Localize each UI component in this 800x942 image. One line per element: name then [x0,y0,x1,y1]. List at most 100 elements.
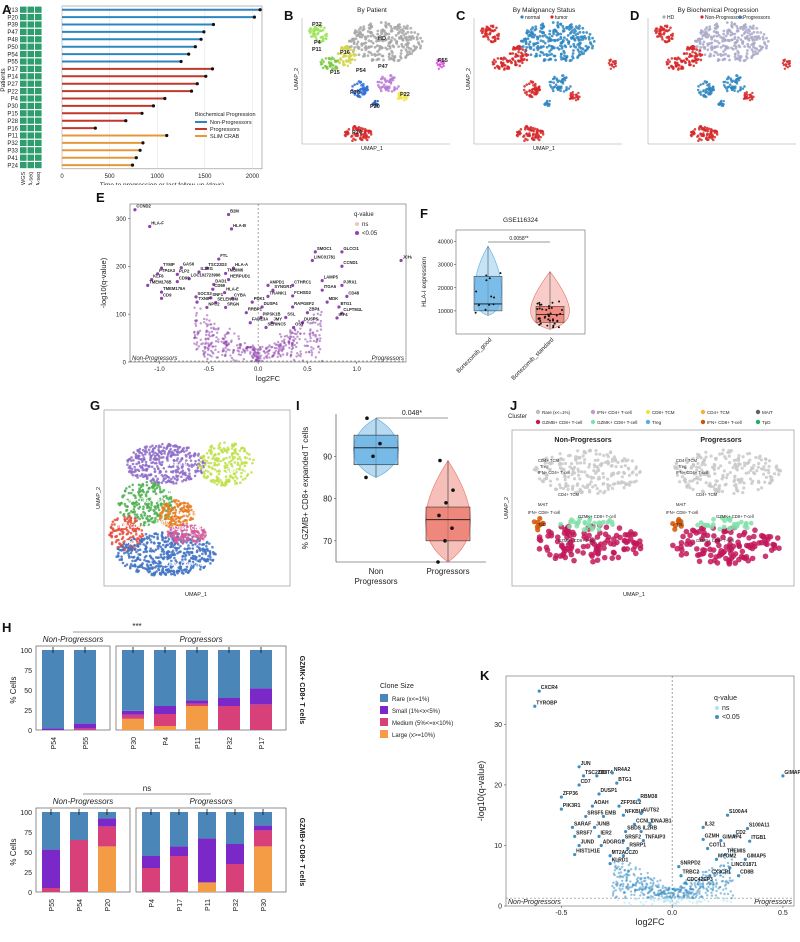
cell-point [154,507,157,511]
gene-label-irf4: IRF4 [339,312,349,317]
cell-point [743,96,747,100]
cell-point [517,44,521,48]
gene-label-srgn: SRGN [227,301,239,306]
gene-point [211,345,214,348]
gene-label-dusp4: DUSP4 [264,301,279,306]
cell-point [325,34,328,38]
cell-point [745,29,748,32]
gene-point [251,344,255,347]
sample-point [474,311,477,314]
cell-point [134,496,137,500]
cell-point [377,37,380,41]
cell-point [370,45,373,48]
y-axis-label: UMAP_2 [96,487,102,509]
cell-point [694,54,697,58]
cell-point [669,26,672,30]
cell-point [537,138,541,142]
cell-point [523,85,526,88]
cell-point [572,42,576,46]
cell-point [192,564,195,568]
gene-point [277,348,280,351]
panel-title: By Malignancy Status [513,7,576,14]
cell-point [219,459,222,463]
cell-point [163,556,166,559]
gene-point-cd59 [211,287,215,291]
cell-point [613,62,616,66]
cell-point [715,39,719,43]
cell-point [130,470,133,474]
cell-point [145,499,148,502]
cell-point [223,469,227,473]
gene-point [283,338,286,341]
cell-point [207,554,210,558]
gene-label-fam13a: FAM13A [252,317,269,322]
cell-point [136,515,140,519]
cell-point [138,558,142,562]
cell-point [349,61,352,65]
legend-label-mait: MAIT [762,410,773,415]
cell-point [122,546,125,549]
patient-label: P50 [7,45,18,51]
heatmap-cell [27,14,35,21]
cell-point [694,59,698,62]
heatmap-cell [20,88,27,95]
heatmap-cell [20,110,27,117]
legend-swatch [355,222,359,226]
cell-point [162,550,166,554]
cell-point [580,470,584,474]
cell-point [411,49,415,53]
cell-point [558,485,563,490]
cell-point [153,470,157,474]
cell-point [369,39,373,43]
cell-point [393,76,396,79]
sample-point [556,320,559,323]
cell-point [194,542,197,546]
gene-label-herpud1: HERPUD1 [230,274,251,279]
cell-point [405,91,408,95]
cell-point [156,556,160,559]
gene-point-glcci1 [340,250,344,254]
cell-point [571,91,575,94]
cell-point [674,62,677,65]
cell-point [174,540,178,544]
cell-point [243,469,247,473]
legend-swatch [738,15,742,19]
cell-point [332,57,335,61]
cell-point [570,472,574,477]
cell-point [155,465,159,468]
cell-point [751,466,755,471]
cell-point [137,507,140,510]
significance-label: 0.048* [402,410,423,417]
cell-point [387,22,391,26]
cell-point [548,50,551,53]
cell-point [703,126,707,129]
patient-label: P24 [7,163,18,169]
cell-point [339,48,343,51]
cell-point [708,135,712,139]
cell-point [738,56,742,60]
cell-point [176,538,179,542]
cell-point [751,27,755,30]
cell-point [205,540,209,544]
cell-point [129,562,133,566]
cell-point [170,541,174,544]
cell-point [534,82,537,86]
cell-point [165,524,168,527]
cell-point [491,25,495,29]
cell-point [129,519,133,523]
panel-title: By Patient [357,7,387,14]
cell-point [240,462,244,466]
cell-point [139,564,142,567]
cluster-mid [682,44,704,68]
cell-point [722,32,726,36]
cell-point [584,543,591,549]
cell-point [135,513,139,517]
cell-point [343,46,347,50]
cell-point [704,129,707,132]
cell-point [174,453,177,457]
gene-label-ampd1: AMPD1 [270,279,285,284]
cell-point [730,80,734,84]
cell-point [524,126,527,129]
ifn-cd8-cells [531,515,546,533]
cell-point [745,95,749,98]
